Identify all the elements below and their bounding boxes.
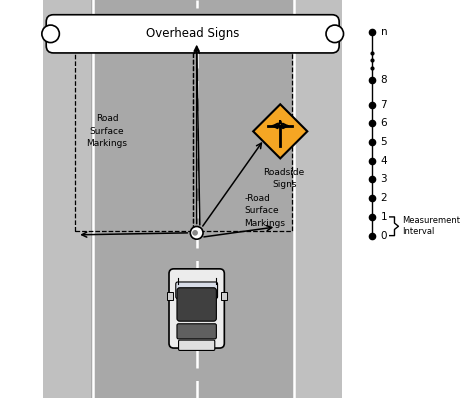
Text: Roadside
Signs: Roadside Signs xyxy=(264,168,305,189)
Text: -Road
Surface
Markings: -Road Surface Markings xyxy=(244,194,285,228)
Text: 8: 8 xyxy=(380,74,387,85)
Bar xyxy=(294,0,342,398)
Circle shape xyxy=(192,230,198,236)
Text: 4: 4 xyxy=(380,156,387,166)
Bar xyxy=(221,292,227,300)
Bar xyxy=(167,292,173,300)
Polygon shape xyxy=(253,104,307,158)
Text: 6: 6 xyxy=(380,118,387,129)
Text: Overhead Signs: Overhead Signs xyxy=(146,27,239,40)
Circle shape xyxy=(190,226,203,239)
Text: Road
Surface
Markings: Road Surface Markings xyxy=(87,114,128,148)
Text: 5: 5 xyxy=(380,137,387,147)
FancyBboxPatch shape xyxy=(177,288,216,321)
Text: 1: 1 xyxy=(380,212,387,222)
Circle shape xyxy=(326,25,343,43)
Text: n: n xyxy=(380,27,387,37)
FancyBboxPatch shape xyxy=(176,282,218,298)
Text: 0: 0 xyxy=(380,230,387,241)
Bar xyxy=(75,42,193,231)
FancyBboxPatch shape xyxy=(46,15,339,53)
FancyBboxPatch shape xyxy=(169,269,225,348)
Text: 2: 2 xyxy=(380,193,387,203)
Bar xyxy=(43,0,342,398)
Text: 3: 3 xyxy=(380,174,387,185)
FancyBboxPatch shape xyxy=(177,324,216,339)
FancyBboxPatch shape xyxy=(178,340,215,350)
Bar xyxy=(43,0,91,398)
Circle shape xyxy=(42,25,59,43)
Bar xyxy=(193,42,292,231)
Text: 7: 7 xyxy=(380,100,387,110)
Text: Measurement
Interval: Measurement Interval xyxy=(402,216,461,236)
